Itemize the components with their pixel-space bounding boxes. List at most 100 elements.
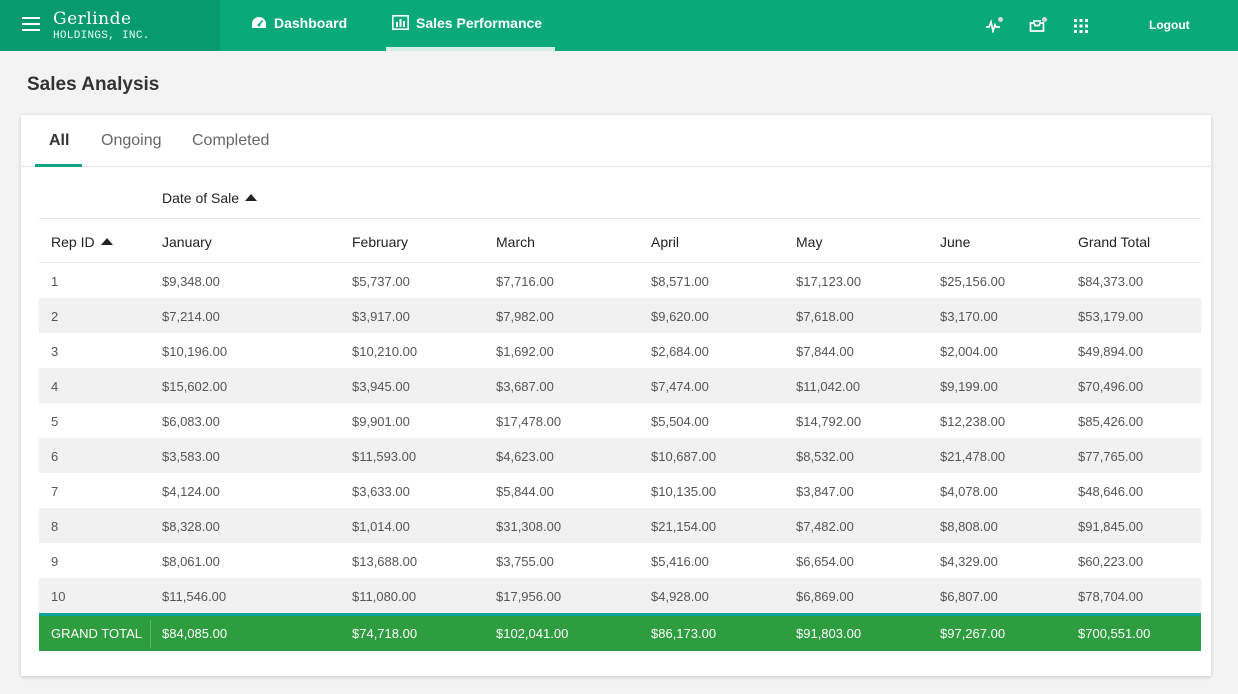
table-cell: $7,618.00: [796, 309, 854, 324]
table-row[interactable]: 5 $6,083.00 $9,901.00 $17,478.00 $5,504.00 $1…: [39, 403, 1201, 438]
table-cell: $4,078.00: [940, 484, 998, 499]
tab-completed[interactable]: Completed: [192, 132, 270, 149]
nav-dashboard[interactable]: Dashboard: [251, 0, 347, 48]
grand-total-row: GRAND TOTAL $84,085.00 $74,718.00 $102,0…: [39, 613, 1201, 651]
table-cell: $49,894.00: [1078, 344, 1144, 359]
table-cell: $7,716.00: [496, 274, 554, 289]
rep-id-cell: 10: [51, 589, 66, 604]
page-title: Sales Analysis: [27, 74, 160, 95]
column-header-march[interactable]: March: [496, 234, 535, 250]
total-cell: $84,085.00: [162, 626, 228, 641]
table-row[interactable]: 3 $10,196.00 $10,210.00 $1,692.00 $2,684.00 $…: [39, 333, 1201, 368]
table-cell: $8,808.00: [940, 519, 998, 534]
table-cell: $5,416.00: [651, 554, 709, 569]
rep-id-cell: 3: [51, 344, 59, 359]
table-row[interactable]: 2 $7,214.00 $3,917.00 $7,982.00 $9,620.00 $7,…: [39, 298, 1201, 333]
inbox-icon[interactable]: [1029, 17, 1047, 35]
brand-subtitle: HOLDINGS, INC.: [53, 30, 150, 42]
column-header-row: Rep ID January February March April May …: [39, 219, 1201, 263]
table-cell: $85,426.00: [1078, 414, 1144, 429]
total-cell: $102,041.00: [496, 626, 569, 641]
rep-id-cell: 6: [51, 449, 59, 464]
rep-id-cell: 1: [51, 274, 59, 289]
table-cell: $8,571.00: [651, 274, 709, 289]
table-cell: $15,602.00: [162, 379, 228, 394]
table-cell: $10,196.00: [162, 344, 228, 359]
table-cell: $14,792.00: [796, 414, 862, 429]
tab-bar: All Ongoing Completed: [21, 115, 1211, 167]
date-of-sale-header[interactable]: Date of Sale: [162, 190, 258, 206]
top-bar: Gerlinde HOLDINGS, INC. Dashboard Sales …: [0, 0, 1238, 51]
table-cell: $3,583.00: [162, 449, 220, 464]
table-cell: $7,474.00: [651, 379, 709, 394]
table-cell: $6,083.00: [162, 414, 220, 429]
tab-active-indicator: [35, 164, 82, 167]
table-cell: $3,945.00: [352, 379, 410, 394]
table-cell: $7,214.00: [162, 309, 220, 324]
table-cell: $9,199.00: [940, 379, 998, 394]
table-cell: $3,755.00: [496, 554, 554, 569]
apps-grid-icon[interactable]: [1074, 19, 1092, 37]
table-cell: $11,593.00: [352, 449, 417, 464]
table-row[interactable]: 10 $11,546.00 $11,080.00 $17,956.00 $4,928.0…: [39, 578, 1201, 613]
logout-button[interactable]: Logout: [1149, 18, 1190, 32]
nav-sales-performance[interactable]: Sales Performance: [392, 0, 542, 48]
total-cell: $74,718.00: [352, 626, 418, 641]
table-cell: $3,847.00: [796, 484, 854, 499]
rep-id-cell: 4: [51, 379, 59, 394]
sort-ascending-icon: [245, 194, 258, 201]
table-cell: $4,928.00: [651, 589, 709, 604]
tab-ongoing[interactable]: Ongoing: [101, 132, 162, 149]
table-cell: $7,482.00: [796, 519, 854, 534]
speedometer-icon: [252, 16, 266, 28]
table-cell: $11,042.00: [796, 379, 861, 394]
column-header-label: Rep ID: [51, 234, 95, 250]
table-row[interactable]: 7 $4,124.00 $3,633.00 $5,844.00 $10,135.00 $3…: [39, 473, 1201, 508]
table-cell: $17,956.00: [496, 589, 562, 604]
hamburger-icon[interactable]: [22, 17, 40, 31]
table-cell: $5,844.00: [496, 484, 554, 499]
table-cell: $7,844.00: [796, 344, 854, 359]
table-row[interactable]: 6 $3,583.00 $11,593.00 $4,623.00 $10,687.00 $…: [39, 438, 1201, 473]
sort-ascending-icon: [100, 238, 113, 245]
table-row[interactable]: 9 $8,061.00 $13,688.00 $3,755.00 $5,416.00 $6…: [39, 543, 1201, 578]
table-cell: $9,901.00: [352, 414, 410, 429]
table-cell: $2,004.00: [940, 344, 998, 359]
table-cell: $77,765.00: [1078, 449, 1144, 464]
table-cell: $8,061.00: [162, 554, 220, 569]
table-cell: $6,869.00: [796, 589, 854, 604]
table-cell: $17,478.00: [496, 414, 562, 429]
table-cell: $10,210.00: [352, 344, 418, 359]
table-cell: $6,807.00: [940, 589, 998, 604]
column-header-june[interactable]: June: [940, 234, 971, 250]
activity-icon[interactable]: [985, 17, 1003, 35]
column-header-february[interactable]: February: [352, 234, 409, 250]
column-header-grand-total[interactable]: Grand Total: [1078, 234, 1151, 250]
nav-dashboard-label: Dashboard: [274, 14, 348, 31]
table-cell: $48,646.00: [1078, 484, 1144, 499]
rep-id-cell: 9: [51, 554, 59, 569]
table-cell: $91,845.00: [1078, 519, 1144, 534]
tab-all[interactable]: All: [49, 132, 70, 149]
column-header-rep-id[interactable]: Rep ID: [51, 234, 113, 250]
table-cell: $1,014.00: [352, 519, 410, 534]
table-cell: $2,684.00: [651, 344, 709, 359]
column-header-may[interactable]: May: [796, 234, 823, 250]
table-row[interactable]: 4 $15,602.00 $3,945.00 $3,687.00 $7,474.00 $1…: [39, 368, 1201, 403]
rep-id-cell: 2: [51, 309, 59, 324]
table-cell: $4,329.00: [940, 554, 998, 569]
total-cell: $700,551.00: [1078, 626, 1151, 641]
total-cell: $91,803.00: [796, 626, 862, 641]
table-cell: $4,124.00: [162, 484, 220, 499]
column-header-april[interactable]: April: [651, 234, 680, 250]
table-cell: $1,692.00: [496, 344, 554, 359]
brand-area: Gerlinde HOLDINGS, INC.: [0, 0, 220, 51]
table-cell: $25,156.00: [940, 274, 1006, 289]
table-cell: $4,623.00: [496, 449, 554, 464]
table-row[interactable]: 8 $8,328.00 $1,014.00 $31,308.00 $21,154.00 $…: [39, 508, 1201, 543]
table-cell: $84,373.00: [1078, 274, 1144, 289]
rep-id-cell: 5: [51, 414, 59, 429]
column-header-january[interactable]: January: [162, 234, 212, 250]
table-cell: $10,135.00: [651, 484, 717, 499]
table-row[interactable]: 1 $9,348.00 $5,737.00 $7,716.00 $8,571.00 $17…: [39, 263, 1201, 298]
